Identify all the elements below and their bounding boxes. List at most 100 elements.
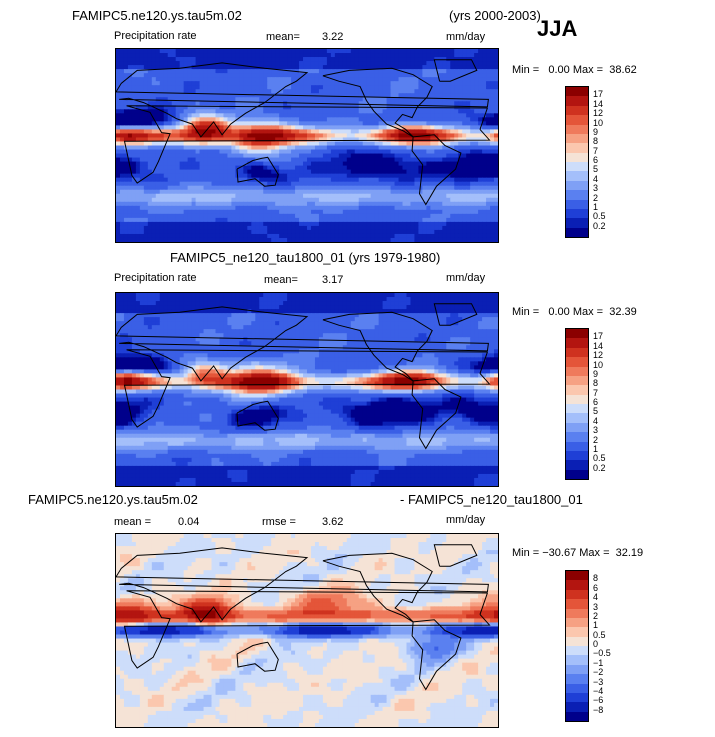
map-cell: [390, 85, 396, 90]
map-cell: [494, 177, 498, 183]
map-cell: [310, 125, 316, 131]
map-cell: [414, 181, 420, 187]
map-cell: [175, 293, 181, 298]
map-cell: [295, 105, 300, 110]
map-cell: [430, 225, 435, 231]
map-cell: [147, 213, 153, 219]
map-cell: [267, 169, 272, 175]
map-cell: [127, 177, 133, 183]
map-cell: [299, 225, 304, 231]
map-cell: [203, 149, 209, 155]
map-cell: [354, 205, 360, 211]
map-cell: [434, 109, 439, 114]
map-cell: [446, 109, 451, 114]
map-cell: [370, 157, 376, 163]
map-cell: [402, 189, 408, 195]
map-cell: [474, 85, 479, 90]
map-cell: [346, 69, 352, 74]
map-cell: [167, 157, 173, 163]
map-cell: [279, 217, 284, 223]
map-cell: [486, 189, 491, 195]
map-cell: [482, 153, 487, 159]
map-cell: [167, 205, 173, 211]
map-cell: [454, 133, 459, 139]
map-cell: [362, 169, 368, 175]
map-cell: [346, 165, 352, 171]
map-cell: [482, 165, 487, 171]
map-cell: [203, 161, 209, 167]
map-cell: [490, 233, 495, 239]
map-cell: [310, 189, 316, 195]
map-cell: [155, 93, 161, 98]
map-cell: [310, 81, 316, 86]
map-cell: [442, 65, 447, 70]
map-cell: [307, 57, 312, 62]
map-cell: [454, 97, 459, 102]
map-cell: [358, 201, 364, 207]
map-cell: [131, 81, 137, 86]
map-cell: [322, 197, 328, 203]
map-cell: [418, 85, 423, 90]
map-cell: [215, 237, 221, 242]
map-cell: [143, 61, 149, 66]
map-cell: [494, 109, 498, 114]
map-cell: [295, 229, 300, 235]
map-cell: [227, 113, 232, 118]
map-cell: [462, 145, 467, 151]
map-cell: [147, 117, 153, 122]
map-cell: [271, 149, 276, 155]
map-cell: [394, 161, 400, 167]
map-cell: [239, 297, 244, 302]
map-cell: [398, 57, 404, 62]
map-cell: [179, 177, 185, 183]
map-cell: [247, 89, 252, 94]
map-cell: [287, 217, 292, 223]
map-cell: [287, 157, 292, 163]
map-cell: [127, 109, 133, 114]
map-cell: [151, 161, 157, 167]
map-cell: [318, 301, 324, 306]
map-cell: [263, 105, 268, 110]
map-cell: [175, 193, 181, 199]
map-cell: [490, 97, 495, 102]
map-cell: [251, 301, 256, 306]
map-cell: [231, 209, 236, 215]
map-cell: [322, 109, 328, 114]
map-cell: [287, 225, 292, 231]
map-cell: [147, 105, 153, 110]
map-cell: [139, 301, 145, 306]
map-cell: [402, 61, 408, 66]
map-cell: [191, 209, 197, 215]
map-cell: [227, 153, 232, 159]
map-cell: [474, 197, 479, 203]
map-cell: [116, 101, 121, 106]
map-cell: [243, 165, 248, 171]
map-cell: [346, 145, 352, 151]
map-cell: [346, 177, 352, 183]
map-cell: [187, 109, 193, 114]
map-cell: [474, 129, 479, 135]
map-cell: [310, 225, 316, 231]
map-cell: [358, 229, 364, 235]
map-cell: [310, 293, 316, 298]
map-cell: [478, 213, 483, 219]
map-cell: [291, 113, 296, 118]
map-cell: [370, 237, 376, 242]
map-cell: [179, 117, 185, 122]
map-cell: [183, 205, 189, 211]
map-cell: [247, 149, 252, 155]
map-cell: [346, 125, 352, 131]
map-cell: [322, 57, 328, 62]
map-cell: [151, 177, 157, 183]
map-cell: [135, 229, 141, 235]
map-cell: [279, 173, 284, 179]
map-cell: [410, 217, 416, 223]
map-cell: [223, 165, 229, 171]
map-field: [116, 49, 498, 242]
map-cell: [195, 221, 201, 227]
map-cell: [478, 121, 483, 126]
map-cell: [203, 113, 209, 118]
map-cell: [219, 133, 225, 139]
map-cell: [199, 217, 205, 223]
map-cell: [171, 49, 177, 54]
